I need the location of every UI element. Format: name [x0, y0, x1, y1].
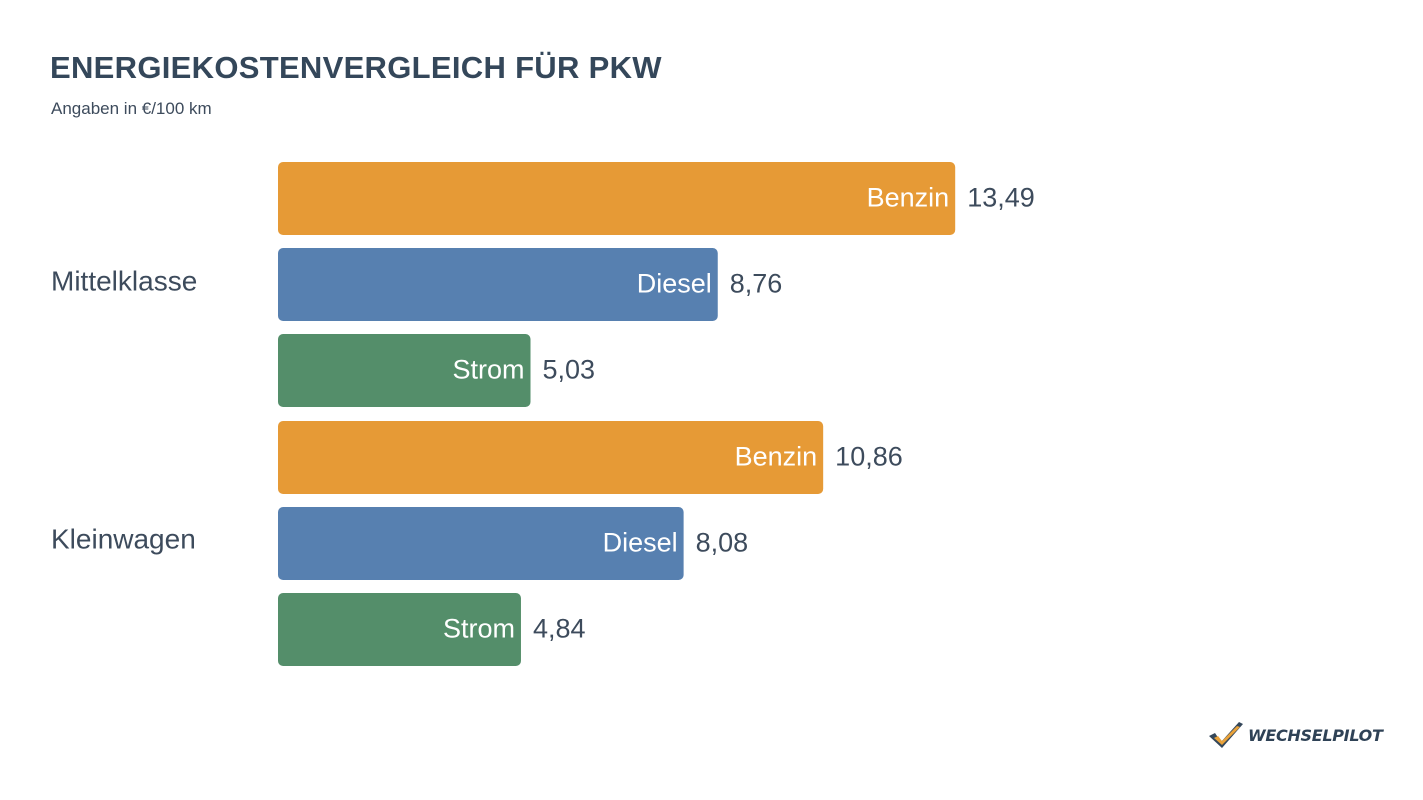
bar-value-label: 13,49 [967, 183, 1035, 213]
bar-strom [278, 334, 531, 407]
brand-logo: WECHSELPILOT [1208, 720, 1383, 750]
group-label: Mittelklasse [51, 265, 197, 296]
bar-value-label: 8,08 [696, 528, 749, 558]
bar-value-label: 8,76 [730, 269, 783, 299]
bar-benzin [278, 162, 956, 235]
bar-category-label: Diesel [637, 269, 712, 299]
brand-name: WECHSELPILOT [1248, 725, 1383, 745]
chart-title: ENERGIEKOSTENVERGLEICH FÜR PKW [50, 50, 662, 85]
bar-strom [278, 593, 521, 666]
chart-subtitle: Angaben in €/100 km [51, 99, 212, 118]
bar-diesel [278, 248, 718, 321]
checkmark-icon [1209, 722, 1243, 748]
bar-category-label: Diesel [603, 528, 678, 558]
group-label: Kleinwagen [51, 523, 196, 554]
bar-value-label: 4,84 [533, 614, 586, 644]
bar-category-label: Strom [452, 355, 524, 385]
bar-category-label: Strom [443, 614, 515, 644]
bar-diesel [278, 507, 684, 580]
bar-benzin [278, 421, 824, 494]
bar-value-label: 5,03 [543, 355, 596, 385]
bar-category-label: Benzin [735, 442, 818, 472]
bar-category-label: Benzin [867, 183, 950, 213]
bar-value-label: 10,86 [835, 442, 903, 472]
